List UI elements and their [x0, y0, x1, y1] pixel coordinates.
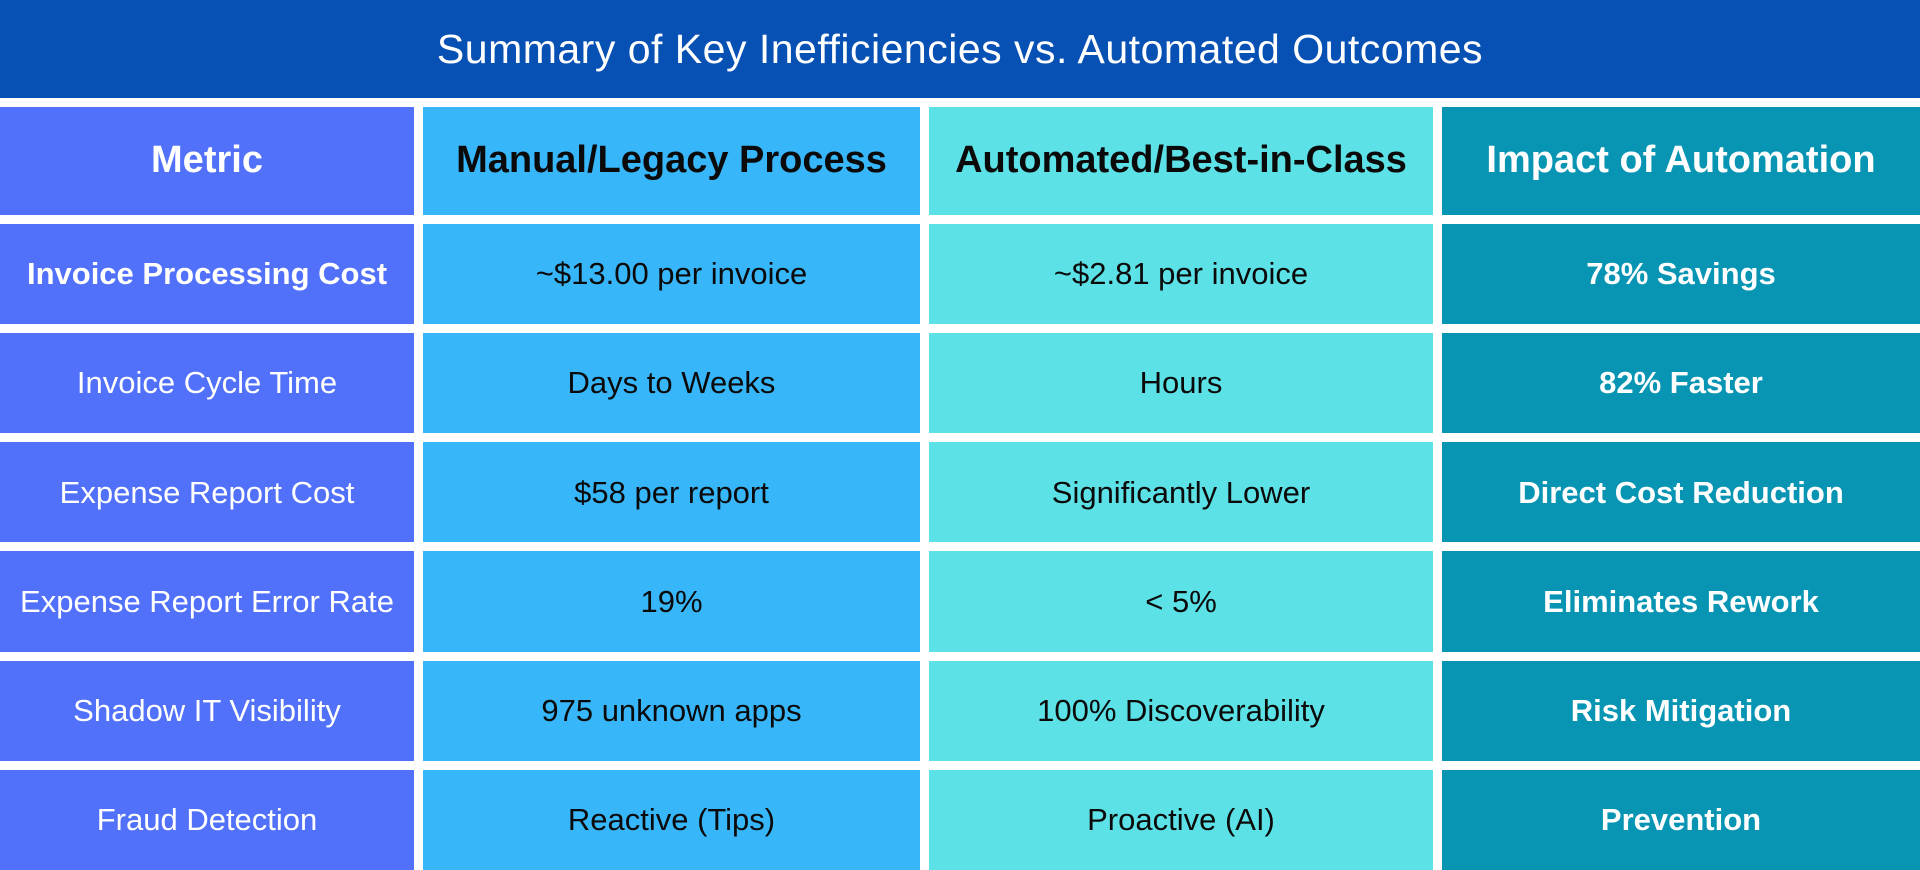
table-cell: Direct Cost Reduction [1442, 442, 1920, 543]
table-cell: Expense Report Error Rate [0, 551, 414, 652]
table-cell: Proactive (AI) [929, 769, 1433, 870]
table-cell: 78% Savings [1442, 224, 1920, 325]
table-cell: 975 unknown apps [423, 660, 920, 761]
table-cell: Prevention [1442, 769, 1920, 870]
table-cell: Expense Report Cost [0, 442, 414, 543]
table-cell: Eliminates Rework [1442, 551, 1920, 652]
column-header-impact: Impact of Automation [1442, 107, 1920, 215]
table-cell: Days to Weeks [423, 333, 920, 434]
table-cell: 19% [423, 551, 920, 652]
table-cell: 100% Discoverability [929, 660, 1433, 761]
table-cell: 82% Faster [1442, 333, 1920, 434]
table-cell: Shadow IT Visibility [0, 660, 414, 761]
column-header-automated: Automated/Best-in-Class [929, 107, 1433, 215]
table-cell: Invoice Cycle Time [0, 333, 414, 434]
table-cell: Risk Mitigation [1442, 660, 1920, 761]
page-title: Summary of Key Inefficiencies vs. Automa… [436, 25, 1484, 72]
table-cell: ~$13.00 per invoice [423, 224, 920, 325]
table-cell: Reactive (Tips) [423, 769, 920, 870]
table-cell: Hours [929, 333, 1433, 434]
table-cell: Invoice Processing Cost [0, 224, 414, 325]
table-title-bar: Summary of Key Inefficiencies vs. Automa… [0, 0, 1920, 98]
column-header-manual: Manual/Legacy Process [423, 107, 920, 215]
table-cell: Significantly Lower [929, 442, 1433, 543]
table-grid: Metric Manual/Legacy Process Automated/B… [0, 107, 1920, 870]
table-cell: ~$2.81 per invoice [929, 224, 1433, 325]
table-cell: < 5% [929, 551, 1433, 652]
table-cell: Fraud Detection [0, 769, 414, 870]
table-cell: $58 per report [423, 442, 920, 543]
column-header-metric: Metric [0, 107, 414, 215]
